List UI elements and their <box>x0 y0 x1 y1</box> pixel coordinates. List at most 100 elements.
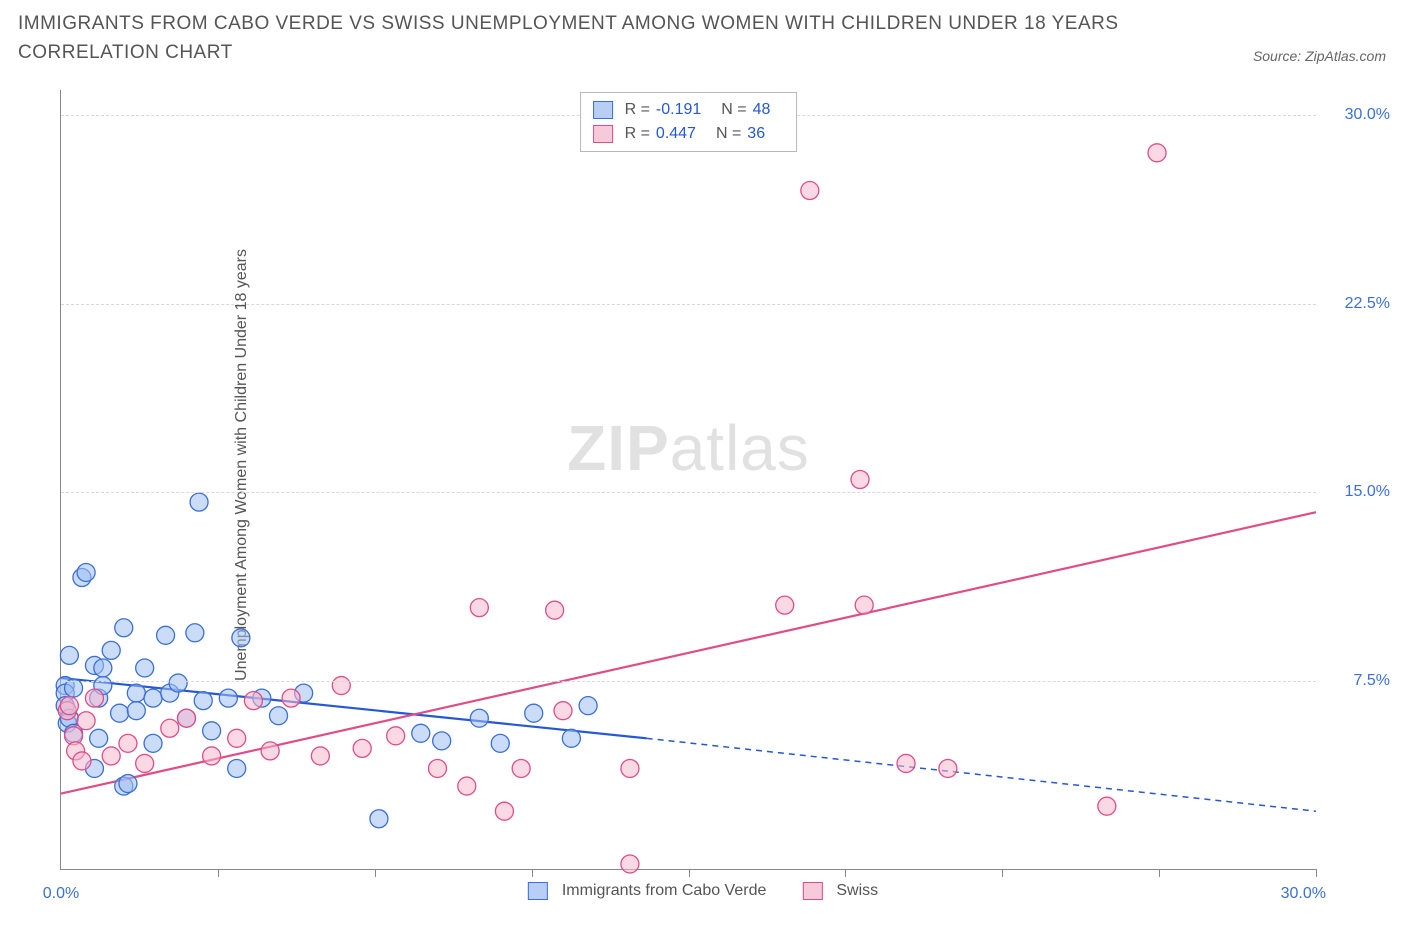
data-point-cabo <box>144 689 162 707</box>
data-point-cabo <box>370 810 388 828</box>
y-tick-label: 7.5% <box>1330 672 1390 690</box>
x-tick-mark <box>218 869 219 877</box>
data-point-swiss <box>851 471 869 489</box>
data-point-cabo <box>90 729 108 747</box>
data-point-swiss <box>470 599 488 617</box>
data-point-swiss <box>1098 797 1116 815</box>
data-point-swiss <box>776 596 794 614</box>
source-attribution: Source: ZipAtlas.com <box>1253 48 1386 64</box>
data-point-swiss <box>353 739 371 757</box>
data-point-cabo <box>65 679 83 697</box>
legend-stats: R = -0.191 N = 48 R = 0.447 N = 36 <box>580 92 798 152</box>
data-point-swiss <box>1148 144 1166 162</box>
data-point-swiss <box>546 601 564 619</box>
data-point-swiss <box>311 747 329 765</box>
r-label: R = <box>625 122 650 146</box>
data-point-cabo <box>190 493 208 511</box>
data-point-swiss <box>136 754 154 772</box>
data-point-cabo <box>119 775 137 793</box>
x-tick-mark <box>1316 869 1317 877</box>
data-point-swiss <box>73 752 91 770</box>
n-value-swiss: 36 <box>747 122 765 146</box>
chart-title: IMMIGRANTS FROM CABO VERDE VS SWISS UNEM… <box>18 10 1246 67</box>
r-label: R = <box>625 98 650 122</box>
data-point-cabo <box>232 629 250 647</box>
gridline <box>61 492 1316 493</box>
data-point-swiss <box>161 719 179 737</box>
data-point-swiss <box>261 742 279 760</box>
data-point-cabo <box>136 659 154 677</box>
data-point-swiss <box>855 596 873 614</box>
data-point-cabo <box>491 734 509 752</box>
data-point-cabo <box>111 704 129 722</box>
data-point-cabo <box>144 734 162 752</box>
r-value-cabo: -0.191 <box>656 98 701 122</box>
data-point-cabo <box>194 692 212 710</box>
data-point-swiss <box>203 747 221 765</box>
data-point-cabo <box>270 707 288 725</box>
r-value-swiss: 0.447 <box>656 122 696 146</box>
data-point-swiss <box>621 855 639 873</box>
data-point-swiss <box>332 677 350 695</box>
x-tick-label-max: 30.0% <box>1281 885 1326 903</box>
legend-swatch-swiss-icon <box>802 882 822 900</box>
data-point-cabo <box>203 722 221 740</box>
data-point-swiss <box>178 709 196 727</box>
data-point-swiss <box>282 689 300 707</box>
data-point-cabo <box>433 732 451 750</box>
n-label: N = <box>721 98 746 122</box>
data-point-swiss <box>801 182 819 200</box>
x-tick-label-min: 0.0% <box>43 885 79 903</box>
legend-swatch-swiss <box>593 125 613 143</box>
legend-stats-row-swiss: R = 0.447 N = 36 <box>593 122 785 146</box>
scatter-chart: ZIPatlas R = -0.191 N = 48 R = 0.447 N =… <box>60 90 1316 870</box>
data-point-cabo <box>115 619 133 637</box>
x-tick-mark <box>689 869 690 877</box>
legend-swatch-cabo-icon <box>528 882 548 900</box>
data-point-swiss <box>621 759 639 777</box>
data-point-swiss <box>495 802 513 820</box>
data-point-swiss <box>458 777 476 795</box>
x-tick-mark <box>375 869 376 877</box>
n-value-cabo: 48 <box>753 98 771 122</box>
y-tick-label: 15.0% <box>1330 483 1390 501</box>
data-point-cabo <box>157 626 175 644</box>
data-point-swiss <box>119 734 137 752</box>
y-tick-label: 30.0% <box>1330 106 1390 124</box>
data-point-swiss <box>554 702 572 720</box>
y-tick-label: 22.5% <box>1330 295 1390 313</box>
data-point-swiss <box>387 727 405 745</box>
legend-stats-row-cabo: R = -0.191 N = 48 <box>593 98 785 122</box>
x-tick-mark <box>845 869 846 877</box>
n-label: N = <box>716 122 741 146</box>
x-tick-mark <box>1002 869 1003 877</box>
data-point-swiss <box>60 697 78 715</box>
data-point-cabo <box>186 624 204 642</box>
gridline <box>61 304 1316 305</box>
data-point-cabo <box>412 724 430 742</box>
data-point-cabo <box>94 659 112 677</box>
data-point-swiss <box>897 754 915 772</box>
x-tick-mark <box>532 869 533 877</box>
data-point-swiss <box>77 712 95 730</box>
legend-item-cabo: Immigrants from Cabo Verde <box>528 882 767 900</box>
plot-svg <box>61 90 1316 869</box>
data-point-cabo <box>77 563 95 581</box>
data-point-cabo <box>562 729 580 747</box>
data-point-cabo <box>470 709 488 727</box>
legend-label-cabo: Immigrants from Cabo Verde <box>562 882 767 900</box>
legend-swatch-cabo <box>593 101 613 119</box>
gridline <box>61 681 1316 682</box>
data-point-cabo <box>525 704 543 722</box>
legend-label-swiss: Swiss <box>836 882 878 900</box>
data-point-cabo <box>127 702 145 720</box>
data-point-cabo <box>228 759 246 777</box>
data-point-swiss <box>244 692 262 710</box>
data-point-cabo <box>127 684 145 702</box>
data-point-cabo <box>219 689 237 707</box>
data-point-cabo <box>102 641 120 659</box>
legend-item-swiss: Swiss <box>802 882 878 900</box>
data-point-swiss <box>939 759 957 777</box>
data-point-swiss <box>228 729 246 747</box>
data-point-swiss <box>512 759 530 777</box>
